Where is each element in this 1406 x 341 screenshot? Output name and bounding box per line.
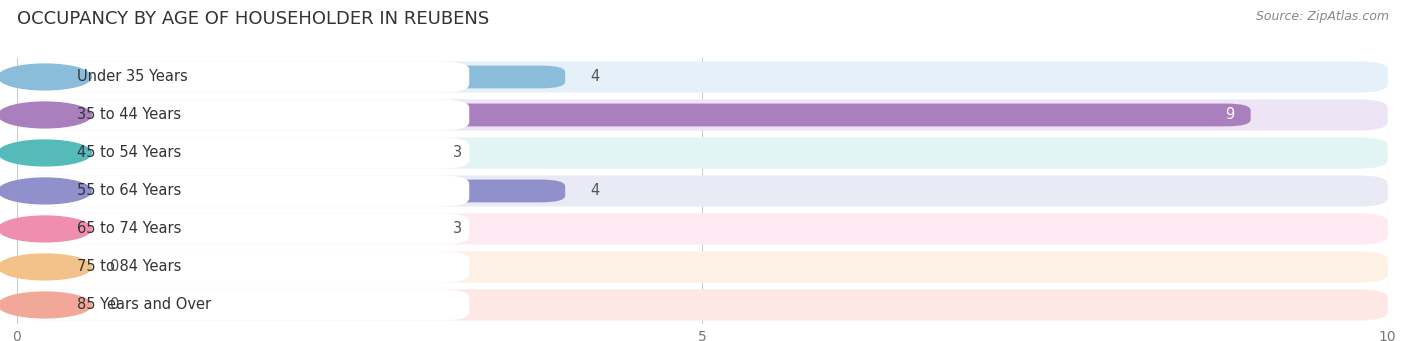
FancyBboxPatch shape [17, 61, 1388, 92]
Text: 0: 0 [110, 297, 120, 312]
FancyBboxPatch shape [17, 142, 429, 164]
FancyBboxPatch shape [17, 137, 470, 168]
FancyBboxPatch shape [17, 251, 1388, 283]
Text: 3: 3 [453, 221, 463, 236]
Circle shape [0, 140, 91, 166]
Text: 4: 4 [591, 183, 599, 198]
Text: 35 to 44 Years: 35 to 44 Years [77, 107, 181, 122]
Text: Source: ZipAtlas.com: Source: ZipAtlas.com [1256, 10, 1389, 23]
FancyBboxPatch shape [17, 180, 565, 202]
Circle shape [0, 64, 91, 90]
Circle shape [0, 102, 91, 128]
Text: 55 to 64 Years: 55 to 64 Years [77, 183, 181, 198]
Text: 0: 0 [110, 260, 120, 275]
FancyBboxPatch shape [17, 213, 1388, 244]
FancyBboxPatch shape [17, 218, 429, 240]
Text: 75 to 84 Years: 75 to 84 Years [77, 260, 181, 275]
Text: 65 to 74 Years: 65 to 74 Years [77, 221, 181, 236]
FancyBboxPatch shape [17, 175, 470, 207]
FancyBboxPatch shape [17, 99, 470, 131]
FancyBboxPatch shape [17, 213, 470, 244]
Text: 9: 9 [1225, 107, 1234, 122]
Circle shape [0, 178, 91, 204]
FancyBboxPatch shape [17, 137, 1388, 168]
Text: 4: 4 [591, 70, 599, 85]
Text: 85 Years and Over: 85 Years and Over [77, 297, 211, 312]
FancyBboxPatch shape [17, 65, 565, 88]
Circle shape [0, 216, 91, 242]
Text: Under 35 Years: Under 35 Years [77, 70, 188, 85]
FancyBboxPatch shape [17, 99, 1388, 131]
Circle shape [0, 292, 91, 318]
FancyBboxPatch shape [17, 175, 1388, 207]
FancyBboxPatch shape [17, 104, 1251, 127]
Text: 45 to 54 Years: 45 to 54 Years [77, 146, 181, 161]
FancyBboxPatch shape [17, 290, 470, 321]
FancyBboxPatch shape [17, 255, 86, 278]
Text: 3: 3 [453, 146, 463, 161]
FancyBboxPatch shape [17, 61, 470, 92]
FancyBboxPatch shape [17, 294, 86, 316]
FancyBboxPatch shape [17, 251, 470, 283]
Text: OCCUPANCY BY AGE OF HOUSEHOLDER IN REUBENS: OCCUPANCY BY AGE OF HOUSEHOLDER IN REUBE… [17, 10, 489, 28]
Circle shape [0, 254, 91, 280]
FancyBboxPatch shape [17, 290, 1388, 321]
